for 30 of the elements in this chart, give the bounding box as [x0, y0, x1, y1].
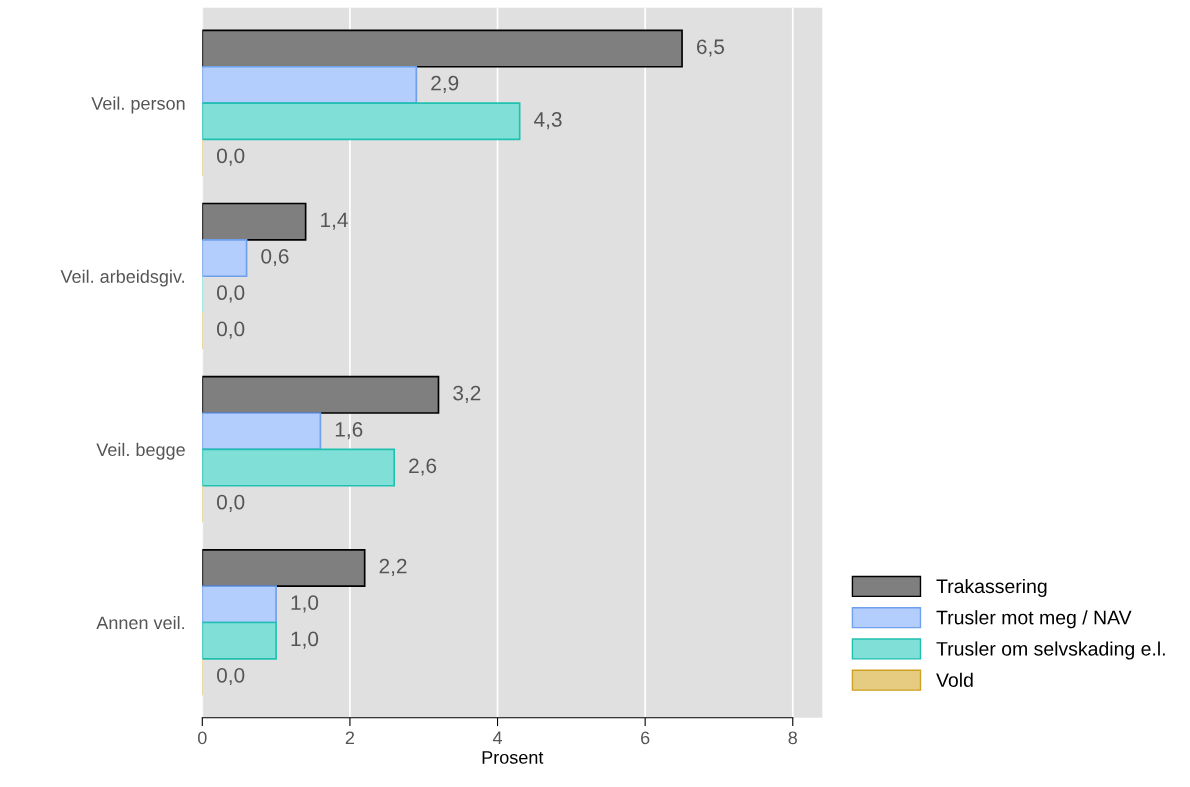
data-label: 0,0: [217, 285, 245, 303]
x-tick-label: 2: [345, 731, 355, 745]
legend-label: Trusler om selvskading e.l.: [936, 641, 1165, 660]
y-tick-label: Annen veil.: [96, 615, 184, 630]
data-label: 4,3: [534, 112, 562, 130]
data-label: 3,2: [453, 385, 481, 403]
data-label: 0,0: [217, 321, 245, 339]
data-label: 1,0: [291, 595, 319, 613]
y-tick-label: Veil. arbeidsgiv.: [60, 269, 184, 287]
data-label: 0,0: [217, 667, 245, 686]
x-tick-label: 6: [641, 731, 650, 745]
data-label: 1,0: [291, 631, 319, 649]
data-label: 2,2: [379, 558, 407, 577]
x-axis-title: Prosent: [482, 751, 544, 764]
data-label: 0,0: [217, 148, 245, 166]
x-tick-label: 0: [197, 731, 207, 745]
x-tick-label: 4: [492, 731, 503, 745]
legend-label: Vold: [936, 672, 973, 687]
data-label: 2,6: [409, 458, 437, 476]
legend-label: Trusler mot meg / NAV: [936, 610, 1132, 629]
data-label: 6,5: [697, 39, 725, 57]
legend-label: Trakassering: [936, 578, 1047, 598]
y-tick-label: Veil. person: [91, 96, 185, 114]
y-tick-label: Veil. begge: [96, 442, 185, 460]
data-label: 2,9: [431, 75, 459, 93]
data-label: 0,0: [217, 494, 245, 512]
data-label: 0,6: [261, 248, 289, 267]
x-tick-label: 8: [788, 731, 797, 745]
data-label: 1,4: [321, 212, 348, 230]
data-label: 1,6: [335, 422, 363, 440]
